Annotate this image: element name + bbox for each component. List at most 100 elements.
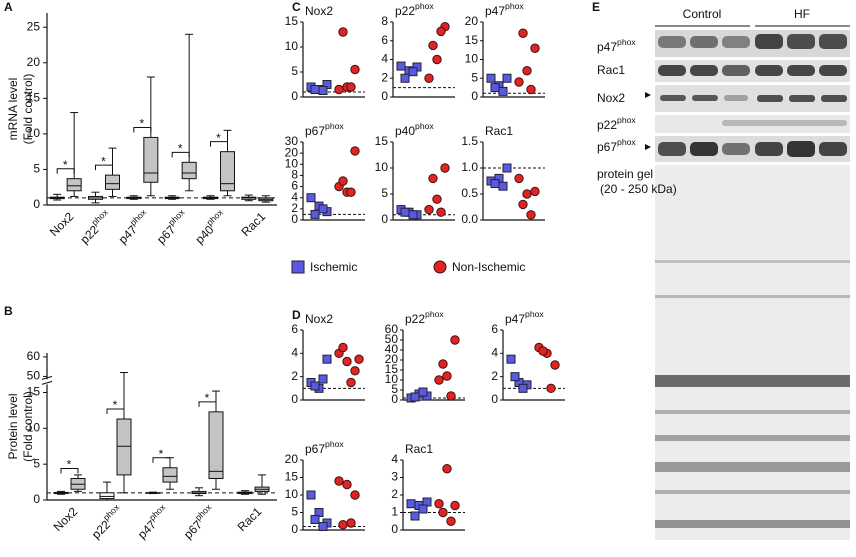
data-point (546, 383, 556, 394)
data-point (438, 507, 448, 518)
data-point (350, 490, 360, 500)
data-point (318, 86, 328, 95)
y-tick-label: 4 (291, 190, 298, 204)
y-tick-label: 10 (27, 421, 41, 435)
y-tick-label: 50 (27, 369, 41, 383)
y-tick-label: 20 (27, 55, 41, 69)
data-point (338, 342, 348, 353)
data-point (310, 209, 320, 219)
y-tick-label: 4 (491, 346, 498, 360)
data-point (486, 73, 496, 83)
significance-bracket (210, 141, 228, 147)
box (116, 418, 132, 476)
box (220, 151, 235, 192)
band-label: p22phox (597, 115, 636, 132)
y-tick-label: 3 (391, 470, 398, 484)
data-point (502, 163, 512, 173)
y-axis-label: mRNA level (6, 78, 20, 141)
y-tick-label: 2 (381, 70, 388, 84)
y-tick-label: 5 (33, 456, 40, 470)
data-point (436, 26, 446, 37)
group-label: Control (683, 7, 722, 21)
x-tick-label: Nox2 (47, 209, 77, 239)
data-point (418, 387, 428, 397)
y-tick-label: 40 (385, 342, 399, 356)
legend-marker (433, 260, 447, 274)
significance-bracket (60, 468, 79, 474)
data-point (342, 356, 352, 367)
y-tick-label: 5 (291, 64, 298, 78)
box (66, 178, 82, 192)
chart-title: Nox2 (305, 4, 333, 18)
y-tick-label: 5 (33, 162, 40, 176)
chart-title: Rac1 (485, 124, 513, 138)
y-tick-label: 2 (391, 487, 398, 501)
group-label: HF (794, 7, 810, 21)
data-point (350, 64, 360, 75)
y-tick-label: 15 (385, 362, 399, 376)
data-point (446, 391, 456, 401)
legend-label: Non-Ischemic (452, 260, 525, 274)
y-tick-label: 0 (381, 89, 388, 103)
data-point (498, 86, 508, 96)
x-tick-label: Rac1 (238, 209, 268, 239)
x-tick-label: Nox2 (51, 504, 81, 534)
x-tick-label: p22phox (76, 207, 116, 247)
y-tick-label: 0 (291, 212, 298, 226)
y-tick-label: 20 (385, 352, 399, 366)
data-point (424, 204, 434, 215)
y-tick-label: 5 (381, 186, 388, 200)
data-point (514, 77, 524, 87)
y-axis-sublabel: (Fold control) (21, 391, 35, 462)
data-point (408, 210, 418, 220)
data-point (442, 464, 452, 474)
y-tick-label: 1.5 (461, 134, 478, 148)
y-tick-label: 10 (385, 372, 399, 386)
data-point (338, 176, 348, 186)
data-point (306, 490, 316, 500)
data-point (506, 354, 516, 364)
y-tick-label: 0.5 (461, 186, 478, 200)
data-point (428, 173, 438, 184)
box (181, 161, 197, 180)
y-tick-label: 25 (27, 19, 41, 33)
data-point (432, 194, 442, 204)
panel-letter: E (592, 0, 600, 14)
y-tick-label: 8 (381, 14, 388, 28)
chart-title: p22phox (395, 1, 434, 18)
chart-title: p67phox (305, 121, 344, 138)
chart-title: p47phox (505, 309, 544, 326)
y-tick-label: 5 (391, 382, 398, 396)
data-point (518, 28, 528, 38)
y-tick-label: 20 (465, 14, 479, 28)
band-label: p67phox (597, 137, 636, 154)
panel-letter: B (4, 304, 13, 318)
significance-label: * (216, 131, 221, 145)
data-point (518, 383, 528, 393)
data-point (310, 381, 320, 391)
data-point (510, 372, 520, 382)
y-tick-label: 30 (285, 134, 299, 148)
y-tick-label: 60 (385, 322, 399, 336)
band-label: Rac1 (597, 63, 625, 77)
y-tick-label: 0 (471, 89, 478, 103)
chart-title: p40phox (395, 121, 434, 138)
data-point (424, 73, 434, 83)
x-tick-label: p67phox (179, 502, 219, 542)
y-tick-label: 20 (285, 145, 299, 159)
data-point (434, 375, 444, 385)
data-point (410, 392, 420, 402)
x-tick-label: p47phox (133, 502, 173, 542)
y-tick-label: 6 (491, 322, 498, 336)
y-tick-label: 0 (491, 392, 498, 406)
data-point (310, 85, 320, 94)
y-tick-label: 10 (27, 126, 41, 140)
data-point (318, 522, 328, 531)
data-point (522, 66, 532, 76)
break-mark (41, 375, 53, 380)
y-tick-label: 50 (385, 332, 399, 346)
x-tick-label: Rac1 (235, 504, 265, 534)
box (105, 174, 120, 190)
box (162, 467, 178, 483)
panel-letter: A (4, 0, 13, 14)
